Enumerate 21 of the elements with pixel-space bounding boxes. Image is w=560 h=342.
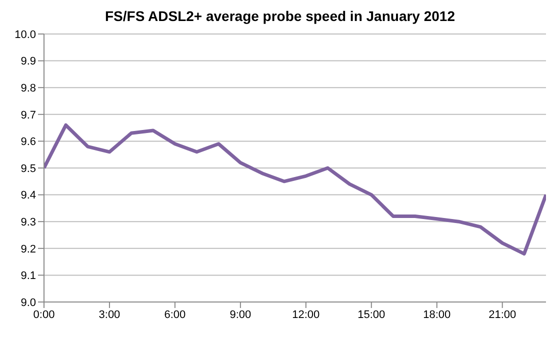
y-tick-label: 9.2 (20, 243, 36, 256)
x-tick-label: 21:00 (488, 308, 516, 321)
x-tick-label: 12:00 (292, 308, 320, 321)
x-tick-label: 3:00 (98, 308, 120, 321)
y-tick-label: 9.4 (20, 190, 36, 202)
x-tick-label: 18:00 (423, 308, 451, 321)
y-tick-label: 9.3 (20, 216, 36, 229)
x-tick-label: 6:00 (164, 308, 186, 321)
y-tick-label: 9.9 (20, 56, 36, 68)
y-tick-label: 9.8 (20, 82, 36, 95)
y-tick-label: 9.0 (20, 296, 36, 309)
chart-title: FS/FS ADSL2+ average probe speed in January 2012 (104, 8, 456, 24)
y-tick-label: 9.7 (20, 109, 36, 122)
y-tick-label: 9.5 (20, 162, 36, 175)
y-tick-label: 10.0 (14, 28, 36, 41)
y-tick-label: 9.1 (20, 270, 36, 282)
x-tick-label: 15:00 (358, 308, 386, 321)
x-tick-label: 0:00 (33, 308, 55, 321)
y-tick-label: 9.6 (20, 136, 36, 148)
x-tick-label: 9:00 (230, 308, 252, 321)
line-series (44, 123, 546, 256)
